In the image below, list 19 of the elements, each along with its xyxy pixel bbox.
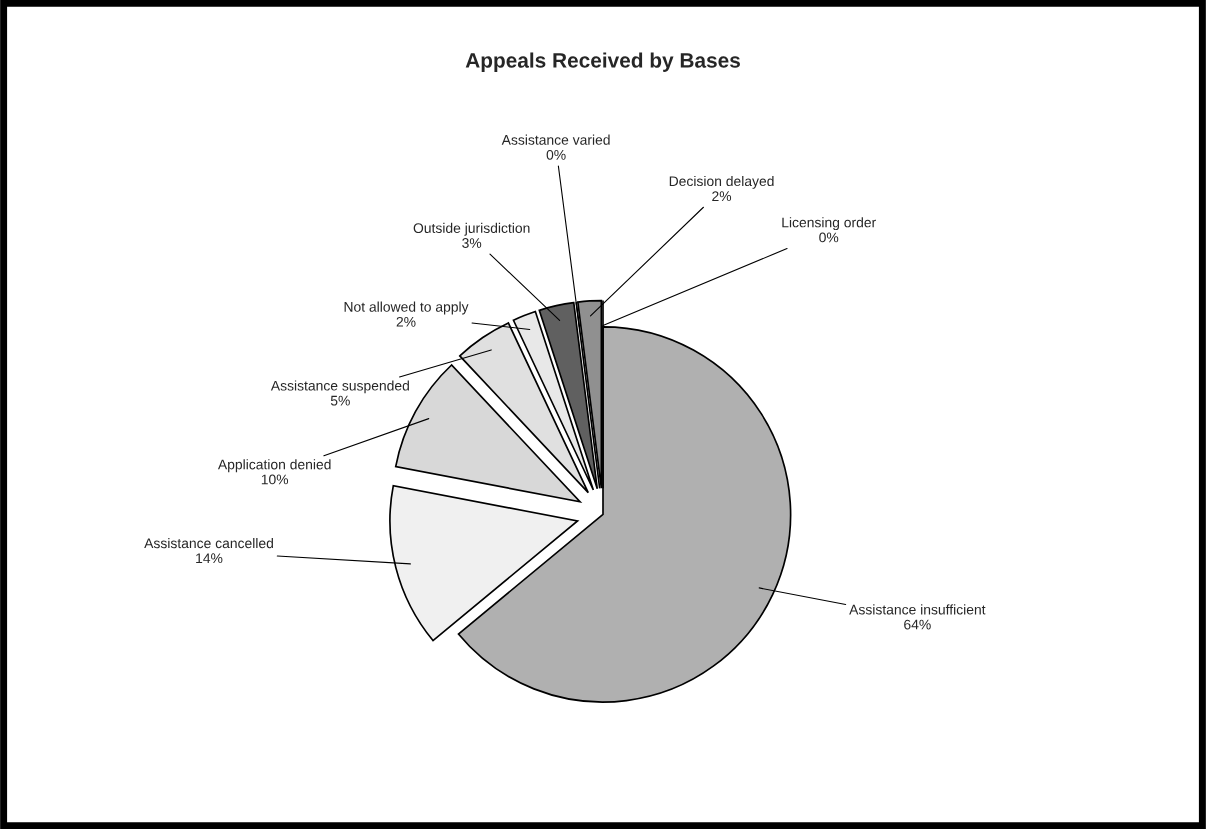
data-label: 64% [904, 619, 931, 630]
slice-label: Application denied [217, 459, 331, 473]
category-label: Licensing order [782, 217, 876, 231]
slice-label: Assistance insufficient [849, 604, 986, 615]
slice-label: Not allowed to apply [344, 301, 469, 315]
data-label: 3% [462, 238, 482, 248]
data-label: 5% [330, 395, 350, 406]
data-label: 2% [712, 191, 732, 201]
slice-label: Decision delayed [669, 175, 774, 189]
text: 0% [546, 149, 566, 160]
slice-label: Assistance suspended [270, 380, 409, 394]
data-label: 2% [396, 316, 416, 327]
data-label: 10% [261, 474, 289, 485]
category-label: Assistance varied [501, 134, 610, 145]
text: 0% [819, 232, 839, 243]
chart-title: Appeals Received by Bases [465, 52, 740, 72]
slice-label: Assistance cancelled [144, 537, 273, 549]
slice-label: Outside jurisdiction [413, 222, 530, 236]
data-label: 14% [196, 553, 223, 564]
